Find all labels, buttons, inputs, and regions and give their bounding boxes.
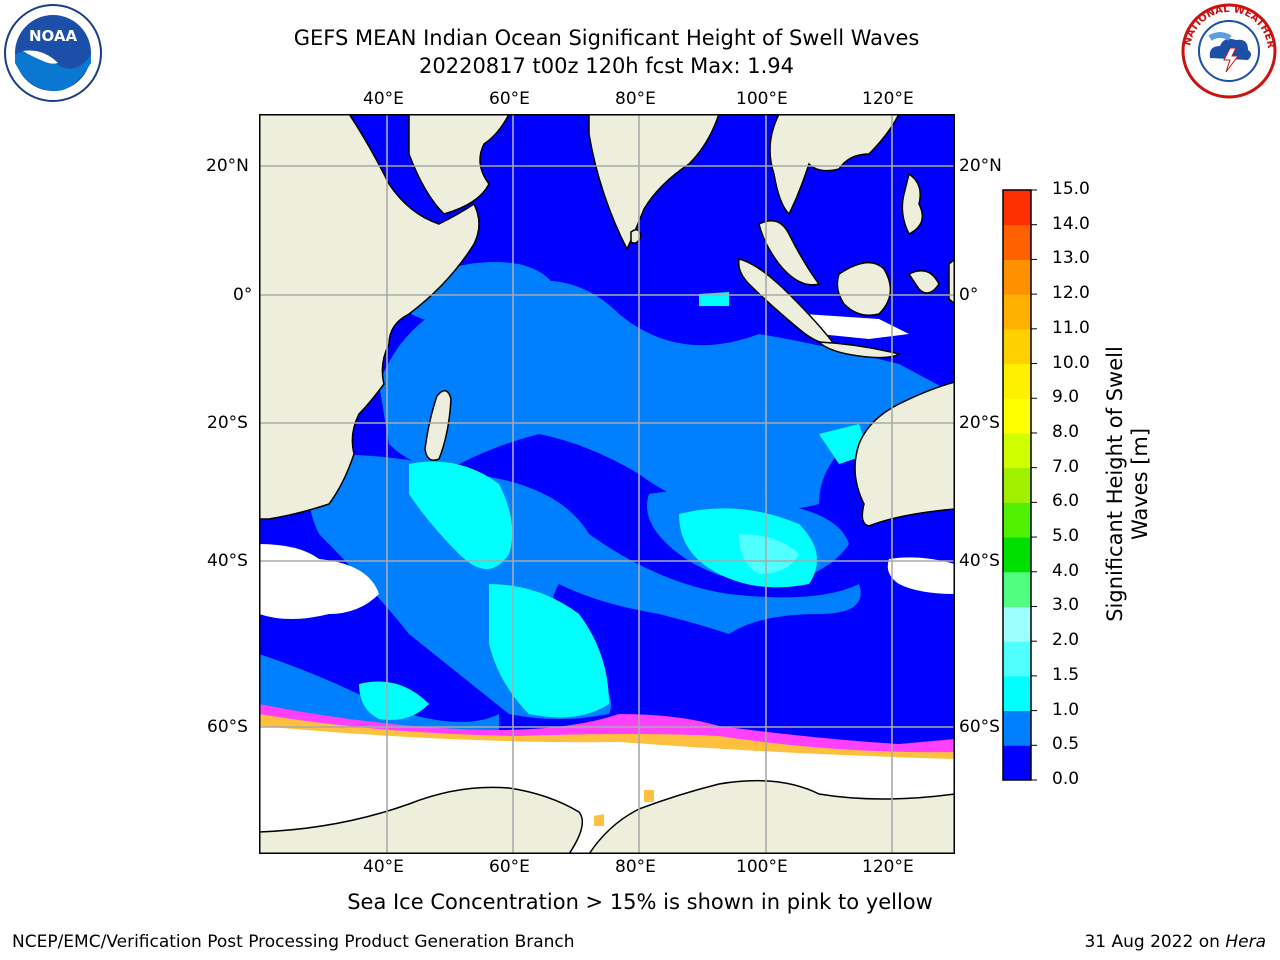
colorbar-segment — [1003, 745, 1031, 781]
top-lon-tick: 100°E — [736, 89, 788, 109]
ocean-high-area — [409, 461, 513, 569]
colorbar-tick-label: 8.0 — [1052, 421, 1080, 442]
sea-ice-edge — [259, 704, 955, 757]
right-lat-tick: 60°S — [959, 717, 1000, 737]
map-frame — [259, 114, 955, 854]
colorbar-tick-label: 11.0 — [1052, 317, 1090, 338]
colorbar-tick-label: 7.0 — [1052, 456, 1080, 477]
antarctica-land — [259, 786, 584, 854]
top-lon-tick: 60°E — [489, 89, 530, 109]
map-subtitle: 20220817 t00z 120h fcst Max: 1.94 — [419, 54, 794, 78]
datestamp: 31 Aug 2022 on Hera — [1084, 932, 1266, 952]
bottom-lon-tick: 60°E — [489, 857, 530, 877]
colorbar-segment — [1003, 190, 1031, 226]
colorbar-segment — [1003, 398, 1031, 434]
southeast-asia-land — [769, 114, 900, 216]
colorbar-tick-label: 1.0 — [1052, 699, 1080, 720]
bottom-lon-tick: 100°E — [736, 857, 788, 877]
colorbar-tick-label: 15.0 — [1052, 179, 1090, 199]
colorbar-segment — [1003, 224, 1031, 260]
map-title: GEFS MEAN Indian Ocean Significant Heigh… — [293, 26, 920, 50]
bottom-lon-tick: 120°E — [862, 857, 914, 877]
colorbar-segment — [1003, 432, 1031, 469]
africa-land — [259, 114, 480, 520]
right-lat-tick: 40°S — [959, 551, 1000, 571]
noaa-logo: NOAA — [3, 3, 103, 103]
right-lat-tick: 0° — [959, 285, 979, 305]
left-lat-tick: 0° — [233, 285, 253, 305]
colorbar-tick-label: 14.0 — [1052, 213, 1090, 234]
colorbar-segment — [1003, 537, 1031, 573]
noaa-logo-text: NOAA — [29, 27, 78, 45]
colorbar-label-line2: Waves [m] — [1128, 427, 1152, 541]
datestamp-date: 31 Aug 2022 on — [1084, 932, 1226, 952]
colorbar-tick-label: 1.5 — [1052, 664, 1080, 685]
colorbar-segment — [1003, 571, 1031, 607]
credit-text: NCEP/EMC/Verification Post Processing Pr… — [12, 932, 575, 952]
left-lat-tick: 60°S — [207, 717, 248, 737]
colorbar-segment — [1003, 363, 1031, 399]
ocean-mid-area — [379, 280, 955, 514]
colorbar-tick-label: 13.0 — [1052, 248, 1090, 269]
map-panel — [259, 114, 955, 854]
datestamp-machine: Hera — [1225, 932, 1266, 952]
arabia-land — [408, 114, 510, 215]
colorbar-tick-label: 6.0 — [1052, 491, 1080, 512]
colorbar-tick-label: 2.0 — [1052, 630, 1080, 651]
colorbar-tick-label: 4.0 — [1052, 560, 1080, 581]
madagascar-land — [424, 390, 452, 461]
colorbar-label-line1: Significant Height of Swell — [1103, 346, 1127, 622]
india-land — [588, 114, 720, 251]
colorbar-segment — [1003, 502, 1031, 538]
colorbar-segment — [1003, 606, 1031, 642]
colorbar-tick-label: 5.0 — [1052, 526, 1080, 547]
colorbar — [1002, 189, 1037, 781]
colorbar-segment — [1003, 328, 1031, 365]
colorbar-segment — [1003, 710, 1031, 746]
top-lon-tick: 120°E — [862, 89, 914, 109]
colorbar-tick-label: 9.0 — [1052, 387, 1080, 408]
graticule — [259, 114, 955, 854]
top-lon-tick: 80°E — [615, 89, 656, 109]
sea-ice-note: Sea Ice Concentration > 15% is shown in … — [347, 890, 933, 914]
colorbar-segment — [1003, 467, 1031, 503]
left-lat-tick: 40°S — [207, 551, 248, 571]
colorbar-tick-label: 10.0 — [1052, 352, 1090, 373]
right-lat-tick: 20°N — [959, 156, 1002, 176]
colorbar-segment — [1003, 294, 1031, 330]
colorbar-segment — [1003, 675, 1031, 712]
left-lat-tick: 20°N — [206, 156, 249, 176]
colorbar-label: Significant Height of Swell Waves [m] — [1103, 346, 1153, 622]
right-lat-tick: 20°S — [959, 413, 1000, 433]
colorbar-tick-label: 0.0 — [1052, 769, 1080, 789]
colorbar-tick-label: 0.5 — [1052, 734, 1080, 755]
australia-land — [854, 381, 955, 527]
top-lon-tick: 40°E — [363, 89, 404, 109]
nws-logo: NATIONAL WEATHER SERVICE — [1176, 0, 1278, 100]
colorbar-segment — [1003, 641, 1031, 677]
bottom-lon-tick: 40°E — [363, 857, 404, 877]
colorbar-tick-label: 12.0 — [1052, 283, 1090, 304]
bottom-lon-tick: 80°E — [615, 857, 656, 877]
left-lat-tick: 20°S — [207, 413, 248, 433]
colorbar-frame — [1002, 189, 1032, 781]
colorbar-tick-label: 3.0 — [1052, 595, 1080, 616]
colorbar-segment — [1003, 259, 1031, 295]
